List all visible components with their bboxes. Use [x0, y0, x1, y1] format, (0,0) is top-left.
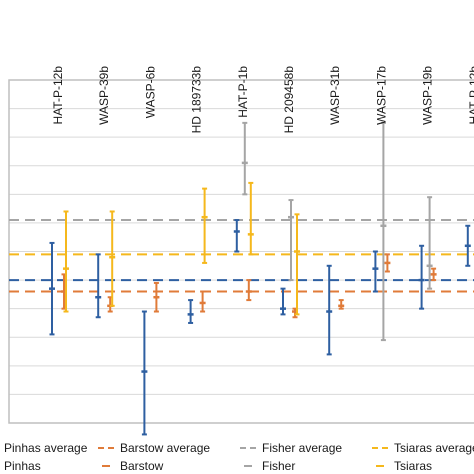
data-point-barstow — [430, 267, 437, 282]
data-point-tsiaras — [63, 210, 69, 313]
category-label: HAT-P-12b — [467, 66, 474, 125]
data-point-tsiaras — [294, 213, 300, 316]
legend-label: Barstow average — [120, 441, 210, 455]
data-point-pinhas — [280, 287, 286, 316]
category-label: HD 209458b — [282, 66, 296, 134]
data-point-fisher — [426, 196, 433, 290]
data-point-barstow — [384, 253, 391, 273]
category-label: HAT-P-1b — [236, 66, 250, 118]
category-label: WASP-39b — [97, 66, 111, 125]
data-point-tsiaras — [201, 187, 208, 264]
legend-entry-series: Barstow — [102, 459, 164, 473]
legend-label: Tsiaras — [394, 459, 432, 473]
data-point-pinhas — [464, 224, 471, 267]
plot-area-frame — [8, 79, 474, 424]
data-point-barstow — [338, 299, 345, 310]
legend-label: Pinhas average — [4, 441, 88, 455]
data-point-fisher — [241, 121, 248, 196]
legend-label: Pinhas — [4, 459, 41, 473]
data-point-barstow — [153, 281, 160, 313]
data-point-pinhas — [418, 244, 425, 310]
category-label: WASP-19b — [421, 66, 435, 125]
legend-entry-average: Tsiaras average — [372, 441, 474, 455]
category-label: WASP-31b — [328, 66, 342, 125]
legend-entry-average: Pinhas average — [4, 441, 88, 455]
data-point-pinhas — [187, 299, 194, 324]
legend: Pinhas average Barstow average Fisher aver… — [4, 441, 474, 473]
data-point-tsiaras — [247, 181, 254, 256]
category-label: WASP-17b — [374, 66, 388, 125]
category-label: WASP-6b — [143, 66, 157, 119]
category-label: HD 189733b — [190, 66, 204, 134]
data-point-pinhas — [141, 310, 148, 436]
legend-entry-average: Barstow average — [98, 441, 210, 455]
category-label: HAT-P-12b — [51, 66, 65, 125]
data-point-barstow — [199, 290, 206, 313]
legend-label: Fisher — [262, 459, 295, 473]
legend-entry-average: Fisher average — [240, 441, 342, 455]
gridlines — [9, 108, 474, 395]
legend-entry-series: Fisher — [244, 459, 295, 473]
data-point-fisher — [380, 121, 387, 342]
legend-entry-series: Tsiaras — [376, 459, 432, 473]
data-point-pinhas — [233, 219, 240, 253]
data-point-fisher — [288, 199, 294, 282]
data-point-barstow — [245, 279, 252, 302]
legend-label: Fisher average — [262, 441, 342, 455]
legend-label: Barstow — [120, 459, 164, 473]
legend-label: Tsiaras average — [394, 441, 474, 455]
data-point-pinhas — [49, 241, 55, 336]
data-point-tsiaras — [109, 210, 116, 307]
category-labels: HAT-P-12b WASP-39b WASP-6b HD 189733b HAT-P-… — [51, 66, 474, 134]
data-point-pinhas — [95, 253, 102, 319]
legend-entry-series: Pinhas — [4, 459, 41, 473]
data-point-pinhas — [372, 250, 379, 293]
data-point-pinhas — [326, 264, 333, 356]
data-points — [49, 121, 471, 436]
